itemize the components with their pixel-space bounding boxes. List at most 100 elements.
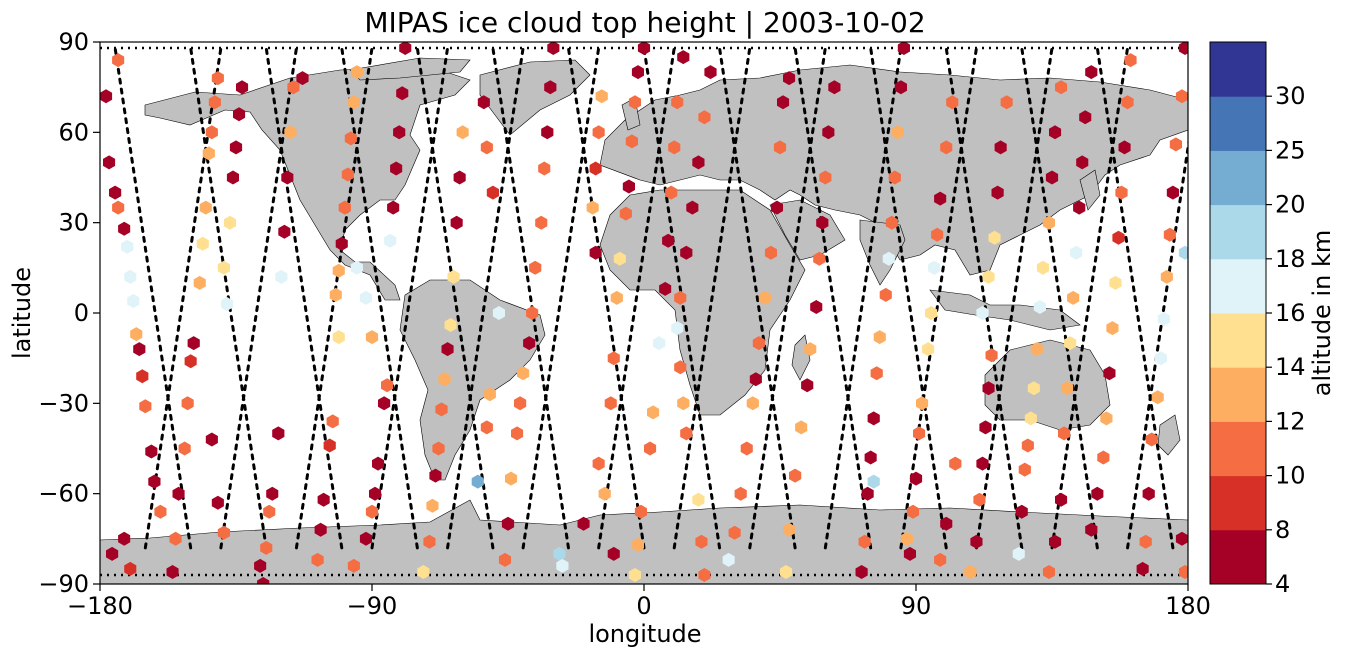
cloud-point bbox=[347, 558, 360, 573]
cloud-point bbox=[1085, 65, 1098, 80]
cloud-point bbox=[1145, 432, 1158, 447]
cloud-point bbox=[1142, 486, 1155, 501]
cloud-point bbox=[1106, 321, 1119, 336]
cloud-point bbox=[381, 378, 394, 393]
colorbar-segment bbox=[1210, 313, 1266, 368]
cloud-point bbox=[1061, 381, 1074, 396]
cloud-point bbox=[873, 330, 886, 345]
cloud-point bbox=[399, 42, 412, 55]
cloud-point bbox=[456, 125, 469, 140]
colorbar-segment bbox=[1210, 42, 1266, 97]
cloud-point bbox=[607, 546, 620, 561]
cloud-point bbox=[828, 80, 841, 95]
cloud-point bbox=[547, 42, 560, 55]
cloud-point bbox=[1178, 245, 1188, 260]
land-new-zealand bbox=[1157, 414, 1181, 456]
cloud-point bbox=[698, 568, 711, 582]
cloud-point bbox=[317, 492, 330, 507]
cloud-point bbox=[758, 290, 771, 305]
cloud-point bbox=[1076, 155, 1089, 170]
cloud-point bbox=[121, 239, 134, 254]
cloud-point bbox=[795, 420, 808, 435]
cloud-point bbox=[417, 565, 430, 579]
cloud-point bbox=[154, 504, 167, 519]
cloud-points bbox=[100, 42, 1188, 584]
cloud-point bbox=[205, 432, 218, 447]
cloud-point bbox=[1163, 227, 1176, 242]
x-tick-label: −90 bbox=[347, 592, 398, 620]
cloud-point bbox=[444, 318, 457, 332]
cloud-point bbox=[181, 396, 194, 411]
cloud-point bbox=[925, 306, 938, 320]
x-tick-label: −180 bbox=[67, 592, 133, 620]
cloud-point bbox=[535, 215, 548, 230]
cloud-point bbox=[589, 245, 602, 260]
orbit-track bbox=[974, 46, 1054, 550]
cloud-point bbox=[263, 504, 276, 519]
cloud-point bbox=[184, 354, 197, 369]
cloud-point bbox=[112, 53, 125, 68]
colorbar-tick-label: 8 bbox=[1275, 516, 1290, 544]
cloud-point bbox=[976, 456, 989, 471]
cloud-point bbox=[109, 185, 122, 200]
colorbar-tick-label: 25 bbox=[1275, 136, 1306, 164]
cloud-point bbox=[1049, 534, 1062, 549]
cloud-point bbox=[1021, 438, 1034, 453]
cloud-point bbox=[335, 236, 348, 251]
cloud-point bbox=[1154, 351, 1167, 366]
cloud-point bbox=[223, 215, 236, 230]
cloud-point bbox=[275, 269, 288, 284]
cloud-point bbox=[124, 561, 137, 576]
cloud-point bbox=[284, 125, 297, 140]
cloud-point bbox=[631, 537, 644, 552]
cloud-point bbox=[257, 577, 270, 584]
cloud-point bbox=[133, 342, 146, 357]
cloud-point bbox=[819, 170, 832, 185]
cloud-point bbox=[145, 444, 158, 459]
cloud-point bbox=[202, 146, 215, 161]
cloud-point bbox=[770, 200, 783, 215]
orbit-track bbox=[793, 46, 873, 550]
cloud-point bbox=[780, 565, 793, 579]
cloud-point bbox=[816, 215, 829, 230]
cloud-point bbox=[1109, 275, 1122, 290]
cloud-point bbox=[940, 516, 953, 531]
orbit-track bbox=[1095, 46, 1175, 550]
orbit-track bbox=[1126, 137, 1188, 550]
cloud-point bbox=[1121, 95, 1134, 110]
cloud-point bbox=[378, 396, 391, 411]
cloud-point bbox=[680, 426, 693, 441]
cloud-point bbox=[486, 185, 499, 200]
cloud-point bbox=[260, 540, 273, 555]
cloud-point bbox=[296, 71, 309, 86]
cloud-point bbox=[314, 522, 327, 537]
cloud-point bbox=[480, 420, 493, 435]
colorbar-segment bbox=[1210, 529, 1266, 585]
cloud-point bbox=[931, 227, 944, 242]
cloud-point bbox=[208, 95, 221, 110]
cloud-point bbox=[598, 486, 611, 501]
cloud-point bbox=[211, 495, 224, 510]
cloud-point bbox=[432, 441, 445, 456]
cloud-point bbox=[1166, 185, 1179, 200]
cloud-point bbox=[903, 546, 916, 561]
cloud-point bbox=[677, 396, 690, 411]
orbit-track bbox=[597, 46, 676, 550]
orbit-track bbox=[370, 46, 450, 550]
cloud-point bbox=[332, 263, 345, 278]
cloud-point bbox=[423, 534, 436, 549]
cloud-point bbox=[526, 306, 539, 320]
cloud-point bbox=[511, 426, 524, 441]
land-japan bbox=[1079, 169, 1101, 211]
cloud-point bbox=[1136, 561, 1149, 576]
orbit-track bbox=[944, 46, 1024, 550]
cloud-point bbox=[199, 200, 212, 215]
cloud-point bbox=[136, 369, 149, 384]
cloud-point bbox=[746, 396, 759, 411]
cloud-point bbox=[323, 438, 336, 453]
orbit-track bbox=[566, 46, 646, 550]
orbit-track bbox=[415, 46, 495, 550]
cloud-point bbox=[592, 456, 605, 471]
cloud-point bbox=[870, 366, 883, 381]
cloud-point bbox=[1079, 110, 1092, 125]
